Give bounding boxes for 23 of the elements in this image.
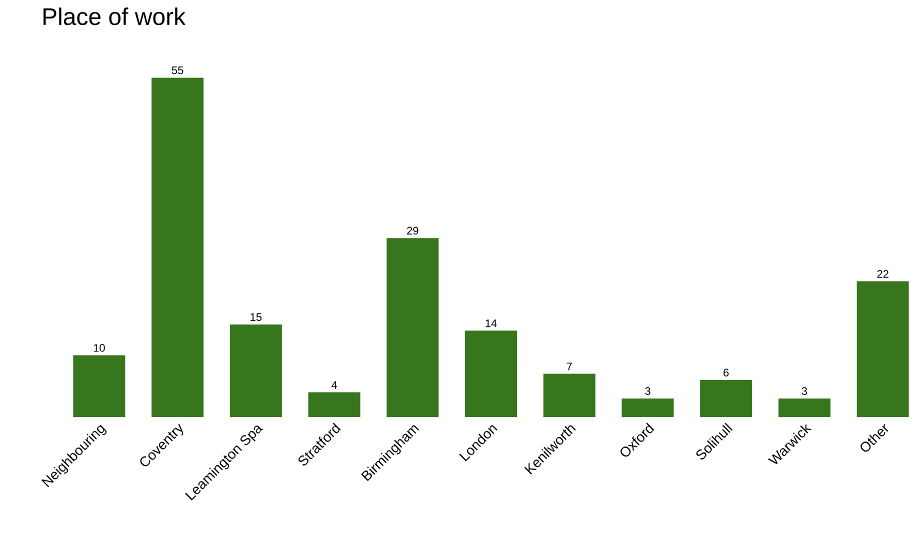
data-label: 15 — [250, 313, 262, 321]
data-label: 22 — [877, 270, 888, 278]
chart-title: Place of work — [44, 8, 186, 26]
data-label: 10 — [94, 344, 105, 352]
data-label: 4 — [331, 381, 338, 389]
bar — [308, 392, 360, 417]
bar — [700, 380, 752, 417]
bar — [230, 324, 282, 417]
bar — [856, 281, 909, 417]
bar — [386, 238, 439, 417]
data-label: 55 — [172, 66, 184, 74]
bar — [152, 78, 204, 417]
data-label: 7 — [566, 362, 572, 370]
data-label: 3 — [645, 387, 650, 395]
bar — [778, 398, 830, 417]
data-label: 29 — [407, 226, 418, 235]
bar — [543, 374, 596, 417]
bar — [73, 355, 126, 417]
bar — [622, 398, 674, 417]
data-label: 14 — [486, 320, 497, 328]
data-label: 3 — [802, 387, 808, 395]
bar — [465, 330, 517, 417]
data-label: 6 — [724, 368, 729, 376]
